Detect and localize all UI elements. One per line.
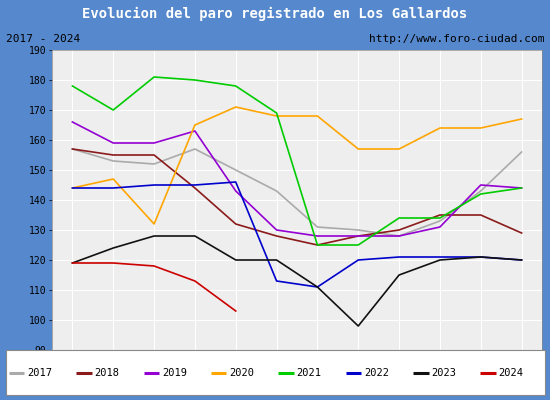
Text: 2022: 2022: [364, 368, 389, 378]
Text: 2017: 2017: [27, 368, 52, 378]
Text: http://www.foro-ciudad.com: http://www.foro-ciudad.com: [369, 34, 544, 44]
Text: 2017 - 2024: 2017 - 2024: [6, 34, 80, 44]
Text: Evolucion del paro registrado en Los Gallardos: Evolucion del paro registrado en Los Gal…: [82, 7, 468, 21]
Text: 2024: 2024: [499, 368, 524, 378]
Text: 2020: 2020: [229, 368, 254, 378]
Text: 2021: 2021: [296, 368, 322, 378]
Text: 2018: 2018: [95, 368, 119, 378]
Text: 2023: 2023: [431, 368, 456, 378]
Text: 2019: 2019: [162, 368, 187, 378]
